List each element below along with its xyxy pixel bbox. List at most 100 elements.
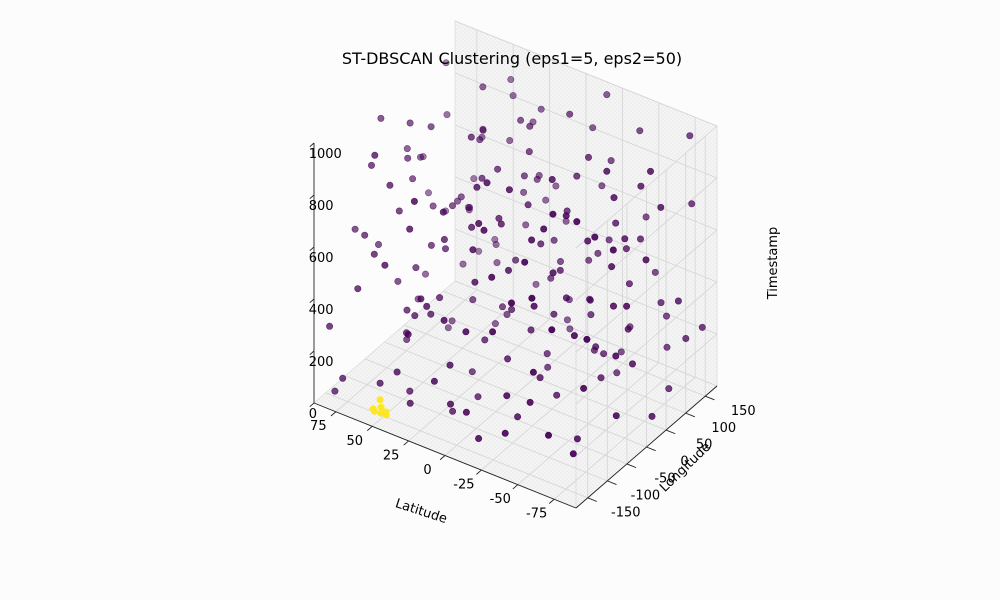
noise-point: [573, 435, 581, 443]
noise-point: [642, 256, 650, 264]
noise-point: [409, 175, 417, 183]
noise-point: [544, 363, 552, 371]
noise-point: [657, 299, 665, 307]
noise-point: [471, 278, 479, 286]
x-tick-mark: [548, 498, 555, 504]
noise-point: [497, 220, 505, 228]
noise-point: [651, 268, 659, 276]
noise-point: [542, 196, 550, 204]
noise-point: [657, 203, 665, 211]
noise-point: [563, 316, 571, 324]
noise-point: [674, 297, 682, 305]
noise-point: [562, 294, 570, 302]
noise-point: [556, 257, 564, 265]
noise-point: [475, 247, 483, 255]
x-tick-mark: [476, 469, 482, 475]
noise-point: [609, 302, 617, 310]
noise-point: [462, 408, 470, 416]
y-tick-mark: [626, 463, 637, 469]
grid-line-z: [454, 228, 718, 457]
noise-point: [603, 91, 611, 99]
noise-point: [465, 204, 473, 212]
noise-point: [550, 236, 558, 244]
noise-point: [446, 361, 454, 369]
noise-point: [613, 369, 621, 377]
noise-point: [475, 434, 483, 442]
noise-point: [470, 175, 478, 183]
noise-point: [404, 154, 412, 162]
noise-point: [427, 241, 435, 249]
noise-point: [441, 245, 449, 253]
noise-point: [569, 450, 577, 458]
noise-point: [621, 235, 629, 243]
noise-point: [607, 157, 615, 165]
noise-point: [404, 330, 412, 338]
noise-point: [403, 145, 411, 153]
x-tick-label: 50: [346, 434, 363, 449]
noise-point: [498, 303, 506, 311]
noise-point: [473, 183, 481, 191]
noise-point: [528, 236, 536, 244]
noise-point: [440, 316, 448, 324]
noise-point: [520, 172, 528, 180]
noise-point: [506, 137, 514, 145]
noise-point: [642, 213, 650, 221]
noise-point: [427, 310, 435, 318]
noise-point: [395, 207, 403, 215]
noise-point: [524, 201, 532, 209]
noise-point: [537, 240, 545, 248]
cluster-point: [382, 408, 390, 416]
x-tick-label: 0: [423, 463, 431, 478]
noise-point: [622, 245, 630, 253]
noise-point: [637, 182, 645, 190]
grid-line-z: [454, 176, 718, 405]
noise-point: [662, 312, 670, 320]
noise-point: [592, 343, 600, 351]
noise-point: [371, 151, 379, 159]
noise-point: [491, 320, 499, 328]
noise-point: [493, 259, 501, 267]
noise-point: [573, 172, 581, 180]
noise-point: [598, 182, 606, 190]
noise-point: [481, 336, 489, 344]
noise-point: [528, 294, 536, 302]
noise-point: [436, 294, 444, 302]
z-tick-label: 200: [309, 355, 334, 370]
noise-point: [522, 221, 530, 229]
noise-point: [444, 324, 452, 332]
noise-point: [412, 264, 420, 272]
noise-point: [469, 246, 477, 254]
noise-point: [403, 306, 411, 314]
y-tick-mark: [665, 429, 676, 435]
noise-point: [625, 280, 633, 288]
y-tick-label: -50: [654, 472, 675, 487]
y-axis-label: Longitude: [657, 440, 714, 496]
noise-point: [406, 399, 414, 407]
noise-point: [501, 429, 509, 437]
noise-point: [628, 360, 636, 368]
x-tick-mark: [330, 411, 337, 417]
x-tick-label: 25: [383, 448, 400, 463]
z-tick-mark: [309, 402, 315, 408]
noise-point: [570, 332, 578, 340]
x-tick-label: -50: [490, 492, 511, 507]
noise-point: [584, 153, 592, 161]
noise-point: [394, 277, 402, 285]
x-tick-label: -25: [453, 478, 474, 493]
noise-point: [386, 181, 394, 189]
noise-point: [594, 249, 602, 257]
noise-point: [550, 310, 558, 318]
noise-point: [686, 132, 694, 140]
noise-point: [376, 379, 384, 387]
noise-point: [587, 311, 595, 319]
noise-point: [517, 116, 525, 124]
noise-point: [544, 431, 552, 439]
noise-point: [537, 105, 545, 113]
noise-point: [367, 161, 375, 169]
ticks: -75 -50 -25 0 25 50 75 -150-100 -50 0 50 100 150 0 200…: [309, 142, 756, 522]
chart-title: ST-DBSCAN Clustering (eps1=5, eps2=50): [342, 49, 682, 68]
noise-point: [503, 392, 511, 400]
noise-point: [612, 219, 620, 227]
noise-point: [612, 412, 620, 420]
